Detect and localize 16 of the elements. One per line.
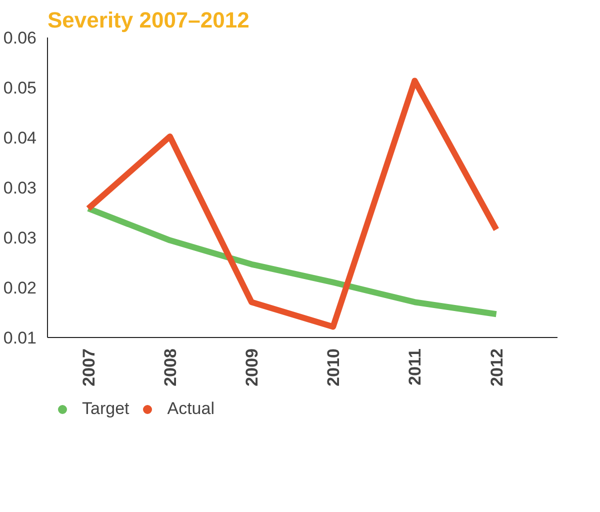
y-tick-label: 0.01 xyxy=(3,328,37,348)
y-tick-label: 0.04 xyxy=(3,128,37,148)
x-tick-label: 2009 xyxy=(242,348,262,386)
x-tick-label: 2012 xyxy=(487,348,506,386)
y-tick-label: 0.05 xyxy=(3,78,37,98)
x-tick-label: 2007 xyxy=(79,348,98,386)
x-tick-label: 2010 xyxy=(324,348,344,386)
legend-label: Target xyxy=(82,399,130,419)
legend-label: Actual xyxy=(167,399,214,419)
y-tick-label: 0.03 xyxy=(3,178,37,198)
x-tick-label: 2011 xyxy=(406,348,425,386)
x-tick-label: 2008 xyxy=(160,348,180,386)
y-tick-label: 0.02 xyxy=(3,278,37,298)
y-tick-label: 0.03 xyxy=(3,228,37,248)
y-tick-label: 0.06 xyxy=(3,28,37,48)
chart-title: Severity 2007–2012 xyxy=(48,8,250,32)
